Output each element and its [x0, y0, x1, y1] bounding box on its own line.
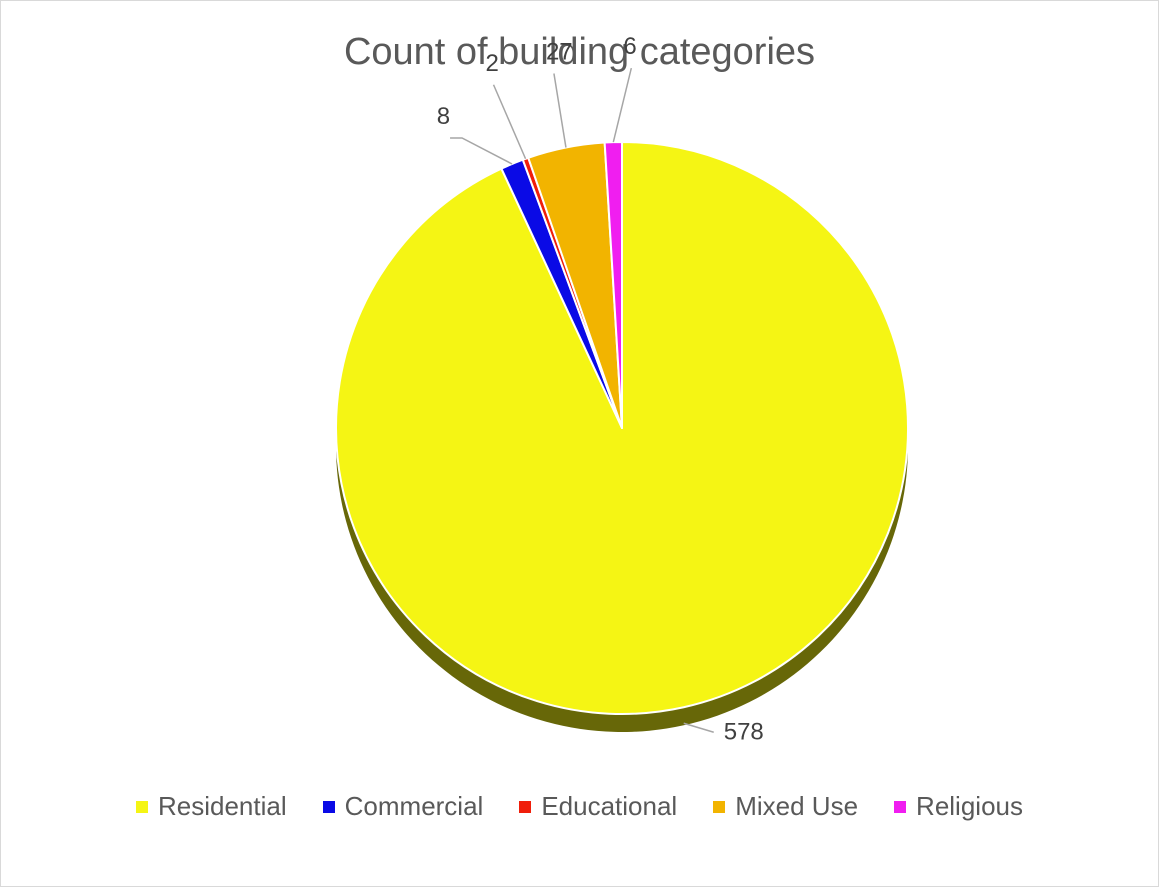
- legend-label: Commercial: [344, 791, 484, 821]
- legend-swatch: [136, 800, 148, 813]
- leader-line-religious: [612, 67, 633, 143]
- data-label-commercial: 8: [437, 103, 450, 130]
- legend-item-residential: Residential: [136, 791, 287, 822]
- leader-line-residential: [683, 722, 714, 733]
- leader-line-mixed-use: [553, 73, 567, 148]
- data-label-mixed-use: 27: [546, 39, 573, 66]
- chart-title: Count of building categories: [343, 31, 816, 73]
- legend-item-mixed-use: Mixed Use: [713, 791, 858, 822]
- legend-swatch: [322, 800, 335, 813]
- legend-swatch: [519, 800, 532, 813]
- legend-label: Religious: [916, 791, 1023, 821]
- data-label-residential: 578: [724, 718, 764, 745]
- legend-item-commercial: Commercial: [322, 791, 484, 822]
- legend-swatch: [713, 800, 726, 813]
- legend: Residential Commercial Educational Mixed Us…: [1, 791, 1158, 822]
- legend-label: Mixed Use: [735, 791, 859, 821]
- leader-line-commercial: [450, 137, 513, 165]
- leader-line-educational: [492, 84, 527, 160]
- legend-label: Educational: [541, 791, 678, 821]
- data-label-educational: 2: [486, 50, 499, 77]
- pie-slice-religious: [603, 141, 623, 429]
- legend-swatch: [894, 800, 907, 813]
- data-label-religious: 6: [623, 33, 636, 60]
- legend-label: Residential: [158, 791, 287, 821]
- legend-item-religious: Religious: [894, 791, 1023, 822]
- legend-item-educational: Educational: [519, 791, 677, 822]
- pie-chart: 578 8 2 27 6: [335, 33, 909, 745]
